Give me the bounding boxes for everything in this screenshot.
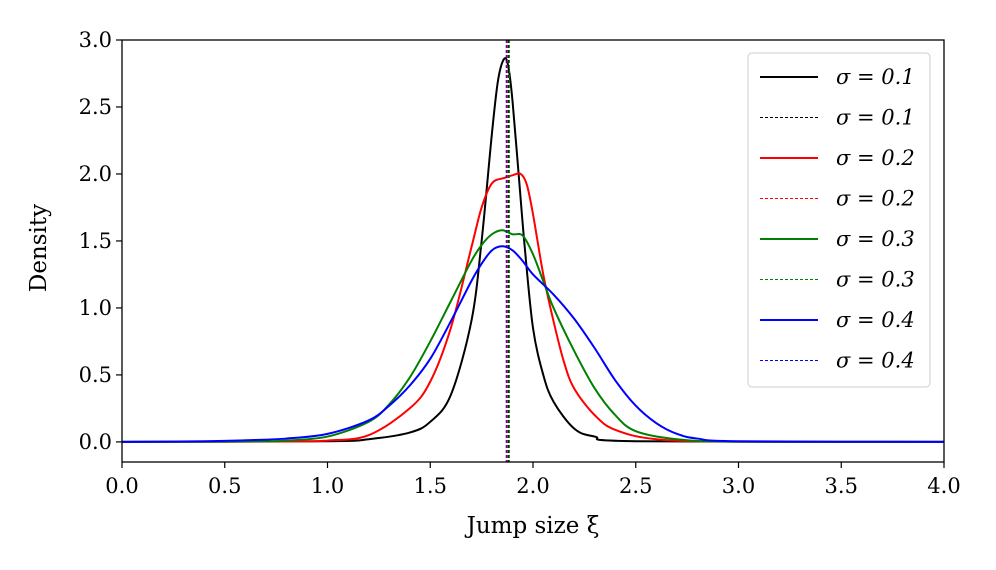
- y-tick-label: 3.0: [79, 28, 112, 52]
- x-tick-label: 1.5: [414, 474, 447, 498]
- y-tick-label: 2.0: [79, 162, 112, 186]
- legend-label-6: σ = 0.4: [836, 308, 915, 332]
- x-tick-label: 1.0: [311, 474, 344, 498]
- density-curve-4: [122, 229, 944, 443]
- legend-label-3: σ = 0.2: [836, 187, 915, 211]
- legend-label-2: σ = 0.2: [836, 146, 915, 170]
- y-tick-label: 2.5: [79, 95, 112, 119]
- legend-label-5: σ = 0.3: [836, 268, 915, 292]
- legend-label-7: σ = 0.4: [836, 349, 915, 373]
- x-tick-label: 0.0: [105, 474, 138, 498]
- legend: σ = 0.1 σ = 0.1 σ = 0.2 σ = 0.2 σ = 0.3 σ = 0…: [747, 52, 931, 388]
- density-curve-0: [122, 57, 944, 443]
- legend-box: [747, 52, 931, 388]
- x-tick-label: 4.0: [927, 474, 960, 498]
- density-curve-2: [122, 172, 944, 443]
- legend-label-4: σ = 0.3: [836, 227, 915, 251]
- x-tick-label: 2.5: [619, 474, 652, 498]
- x-tick-label: 3.5: [825, 474, 858, 498]
- legend-label-1: σ = 0.1: [836, 106, 915, 130]
- x-axis-label: Jump size ξ: [465, 513, 600, 539]
- y-tick-label: 1.0: [79, 296, 112, 320]
- y-tick-label: 1.5: [79, 229, 112, 253]
- y-tick-label: 0.0: [79, 430, 112, 454]
- density-curve-6: [122, 245, 944, 443]
- y-tick-label: 0.5: [79, 363, 112, 387]
- x-tick-label: 0.5: [208, 474, 241, 498]
- legend-label-0: σ = 0.1: [836, 65, 915, 89]
- y-axis-label: Density: [26, 204, 52, 292]
- x-tick-label: 3.0: [722, 474, 755, 498]
- x-tick-label: 2.0: [516, 474, 549, 498]
